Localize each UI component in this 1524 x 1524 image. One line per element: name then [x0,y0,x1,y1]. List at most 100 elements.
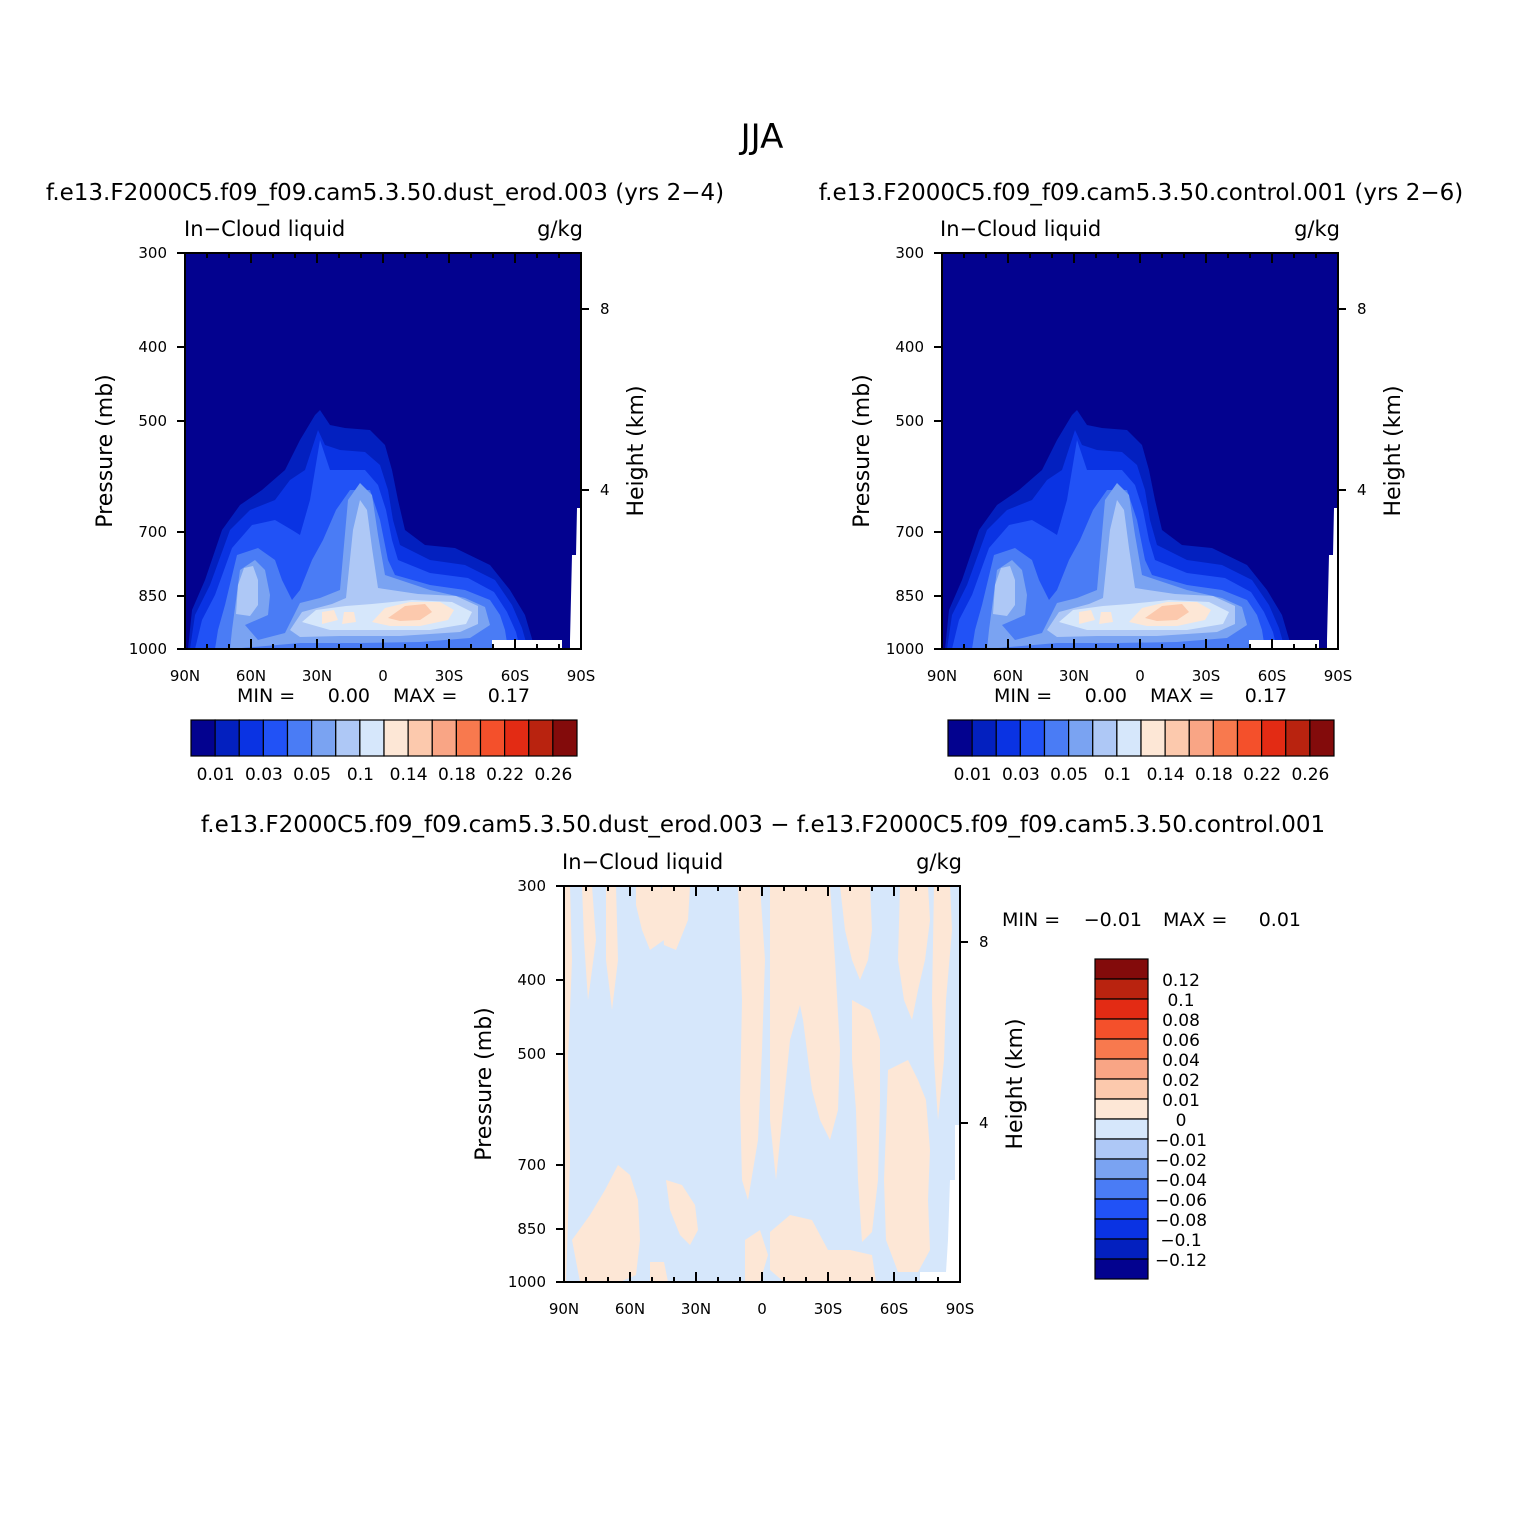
y-tick-label: 700 [517,1156,546,1174]
y2-tick-label: 4 [979,1114,989,1132]
x-tick-label: 60N [236,667,266,685]
min-max-readout: MIN = −0.01 MAX = 0.01 [1002,909,1301,931]
colorbar-box [431,719,457,757]
colorbar-box [335,719,361,757]
x-tick-label: 0 [757,1300,767,1318]
colorbar-label: 0.14 [1147,765,1185,785]
colorbar-label: 0.01 [954,765,992,785]
y-tick-label: 700 [138,523,167,541]
page-title: JJA [739,117,784,157]
x-tick-label: 60S [880,1300,909,1318]
colorbar-label: 0.22 [486,765,524,785]
colorbar-box [1188,719,1214,757]
y2-tick-label: 4 [1357,481,1367,499]
colorbar-labels: 0.01 0.03 0.05 0.1 0.14 0.18 0.22 0.26 [954,765,1330,785]
min-max-readout: MIN = 0.00 MAX = 0.17 [994,685,1287,707]
x-tick-label: 60N [615,1300,645,1318]
panel-title: f.e13.F2000C5.f09_f09.cam5.3.50.dust_ero… [46,180,724,206]
plot-frame [934,252,1346,650]
colorbar-box [359,719,385,757]
colorbar-label: 0 [1176,1111,1187,1131]
colorbar-label: 0.03 [1002,765,1040,785]
colorbar-box [1094,1058,1149,1080]
colorbar-box [1068,719,1094,757]
y2-axis-label: Height (km) [624,385,649,516]
y-tick-label: 850 [895,587,924,605]
colorbar-box [286,719,313,757]
x-tick-label: 0 [378,667,388,685]
colorbar-label: −0.04 [1155,1171,1207,1191]
colorbar-box [1309,719,1335,757]
colorbar-label: 0.05 [293,765,331,785]
colorbar-box [1094,998,1149,1020]
colorbar-box [504,719,530,757]
y2-tick-labels: 8 4 [600,300,610,499]
y-tick-label: 300 [517,877,546,895]
x-tick-label: 30S [814,1300,843,1318]
colorbar-box [528,719,554,757]
panel-title: f.e13.F2000C5.f09_f09.cam5.3.50.control.… [819,180,1463,206]
x-tick-label: 90S [946,1300,975,1318]
colorbar-label: 0.01 [197,765,235,785]
colorbar-label: −0.06 [1155,1191,1207,1211]
colorbar [190,719,578,757]
x-tick-label: 0 [1135,667,1145,685]
colorbar-box [1236,719,1263,757]
colorbar-box [1094,1018,1149,1040]
x-tick-label: 30N [681,1300,711,1318]
units-label: g/kg [916,850,962,874]
colorbar-box [1094,1238,1149,1260]
colorbar-label: 0.04 [1162,1051,1200,1071]
colorbar-label: 0.12 [1162,971,1200,991]
colorbar-label: 0.08 [1162,1011,1200,1031]
colorbar-box [1140,719,1166,757]
colorbar-box [262,719,289,757]
min-value: 0.00 [1085,685,1127,707]
y-tick-labels: 300 400 500 700 850 1000 [508,877,546,1291]
colorbar-label: −0.08 [1155,1211,1207,1231]
contour-field [942,253,1338,649]
y-axis-label: Pressure (mb) [472,1007,497,1161]
y-tick-label: 1000 [886,640,924,658]
colorbar-label: −0.1 [1160,1231,1201,1251]
colorbar-box [1094,1158,1149,1180]
panel-title: f.e13.F2000C5.f09_f09.cam5.3.50.dust_ero… [201,812,1325,838]
y-tick-label: 500 [517,1045,546,1063]
x-tick-label: 60S [1258,667,1287,685]
colorbar-box [1092,719,1118,757]
contour-positive [564,886,952,1282]
min-label: MIN = [237,685,295,707]
variable-label: In−Cloud liquid [562,850,723,874]
colorbar-box [552,719,578,757]
colorbar-box [1094,1178,1149,1200]
y-tick-label: 400 [895,338,924,356]
x-tick-label: 60S [501,667,530,685]
panel-difference: f.e13.F2000C5.f09_f09.cam5.3.50.dust_ero… [201,812,1325,1318]
x-tick-label: 90N [170,667,200,685]
min-value: −0.01 [1084,909,1142,931]
colorbar-box [311,719,337,757]
colorbar-box [1094,1198,1149,1220]
min-label: MIN = [994,685,1052,707]
colorbar-box [1261,719,1287,757]
y2-tick-label: 8 [600,300,610,318]
colorbar-box [407,719,433,757]
contour-level-9 [388,604,432,621]
colorbar-label: −0.12 [1155,1251,1207,1271]
colorbar-box [1094,1218,1149,1240]
max-value: 0.17 [488,685,530,707]
panel-control: f.e13.F2000C5.f09_f09.cam5.3.50.control.… [819,180,1463,785]
y-tick-label: 850 [138,587,167,605]
colorbar-label: 0.06 [1162,1031,1200,1051]
y-tick-labels: 300 400 500 700 850 1000 [129,244,167,658]
y2-axis-label: Height (km) [1003,1018,1028,1149]
x-tick-label: 90N [549,1300,579,1318]
missing-data [492,640,562,649]
x-tick-label: 30S [435,667,464,685]
y-axis-label: Pressure (mb) [850,374,875,528]
colorbar-box [238,719,264,757]
variable-label: In−Cloud liquid [940,217,1101,241]
colorbar-label: 0.14 [390,765,428,785]
colorbar-box [995,719,1021,757]
colorbar-box [455,719,482,757]
